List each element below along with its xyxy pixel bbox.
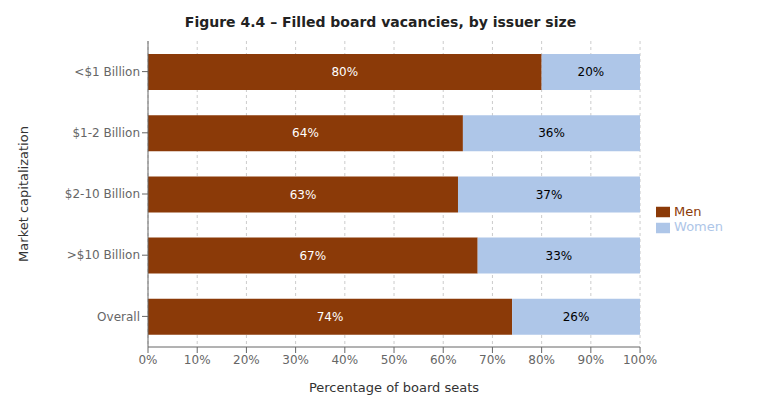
html-text:Figure 4.4 – Filled board vaca: Figure 4.4 – Filled board vacancies, by … [184, 14, 577, 30]
html-text:Women: Women [674, 219, 723, 234]
svg-text:37%: 37% [536, 188, 563, 202]
svg-text:Percentage of board seats: Percentage of board seats [309, 380, 479, 395]
svg-text:Overall: Overall [97, 310, 140, 324]
svg-text:>$10 Billion: >$10 Billion [67, 248, 140, 262]
svg-text:90%: 90% [578, 353, 605, 367]
svg-text:64%: 64% [292, 126, 319, 140]
svg-text:10%: 10% [184, 353, 211, 367]
svg-text:$1-2 Billion: $1-2 Billion [72, 126, 140, 140]
svg-text:40%: 40% [331, 353, 358, 367]
svg-text:74%: 74% [317, 310, 344, 324]
svg-text:30%: 30% [282, 353, 309, 367]
svg-text:60%: 60% [430, 353, 457, 367]
svg-text:100%: 100% [623, 353, 657, 367]
svg-text:50%: 50% [381, 353, 408, 367]
svg-text:80%: 80% [528, 353, 555, 367]
svg-text:<$1 Billion: <$1 Billion [74, 65, 140, 79]
svg-text:$2-10 Billion: $2-10 Billion [65, 187, 140, 201]
svg-text:20%: 20% [233, 353, 260, 367]
svg-text:33%: 33% [546, 249, 573, 263]
svg-text:80%: 80% [331, 65, 358, 79]
svg-text:Market capitalization: Market capitalization [16, 126, 31, 262]
svg-text:63%: 63% [290, 188, 317, 202]
svg-text:26%: 26% [563, 310, 590, 324]
html-text:Men: Men [674, 203, 702, 219]
svg-text:70%: 70% [479, 353, 506, 367]
svg-text:36%: 36% [538, 126, 565, 140]
svg-text:67%: 67% [299, 249, 326, 263]
svg-text:0%: 0% [138, 353, 157, 367]
svg-text:20%: 20% [578, 65, 605, 79]
